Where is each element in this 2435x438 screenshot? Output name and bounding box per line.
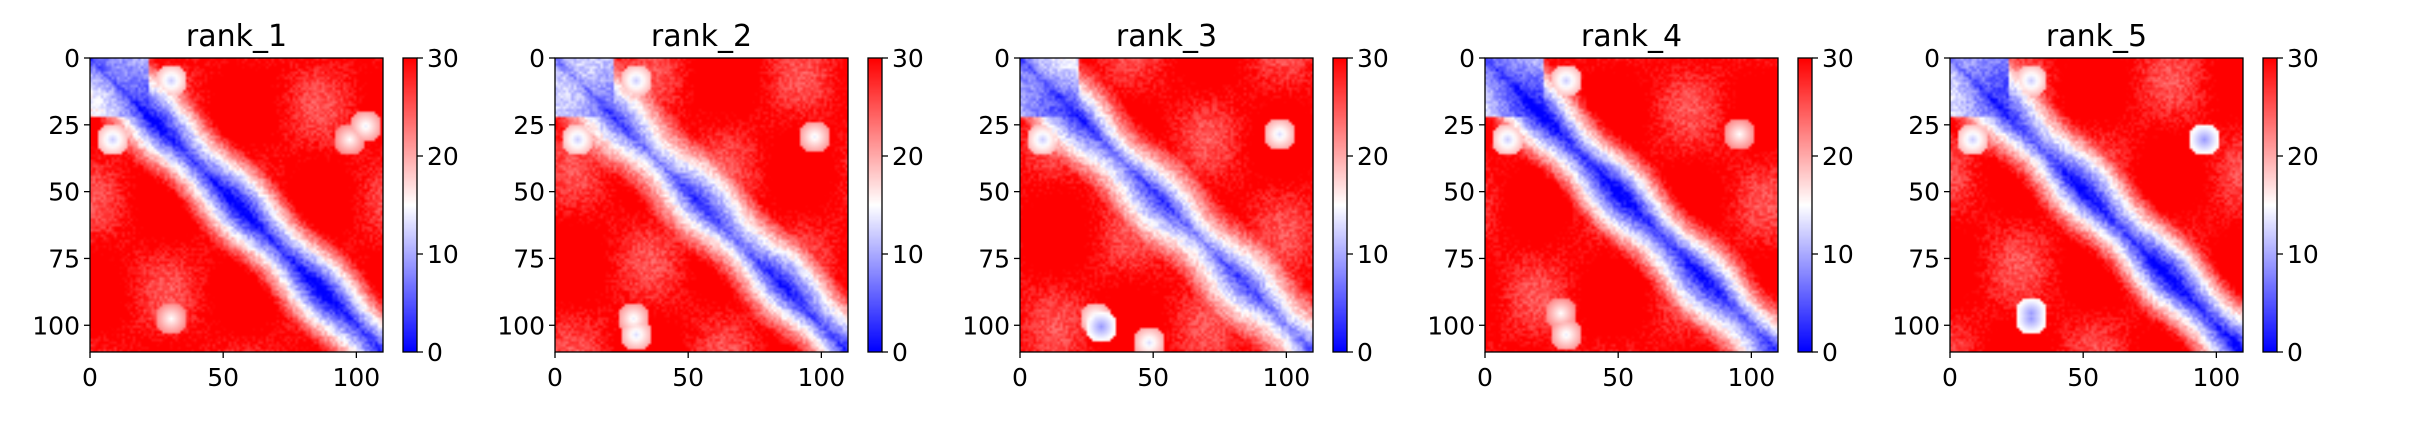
colorbar-gradient (1798, 58, 1812, 352)
colorbar-frame (402, 57, 418, 353)
y-tick-label: 75 (513, 244, 545, 273)
x-tick-label: 100 (1263, 363, 1311, 392)
colorbar-tick-label: 0 (427, 338, 443, 367)
colorbar-tick-label: 10 (1357, 240, 1389, 269)
x-tick-label: 0 (82, 363, 98, 392)
chart-title: rank_1 (186, 19, 287, 54)
colorbar-gradient (2263, 58, 2277, 352)
plot-frame (89, 57, 384, 353)
x-tick-label: 50 (672, 363, 704, 392)
plot-frame (1949, 57, 2244, 353)
x-tick-label: 50 (1602, 363, 1634, 392)
x-tick-label: 0 (1477, 363, 1493, 392)
y-tick-label: 100 (962, 311, 1010, 340)
y-tick-label: 50 (978, 178, 1010, 207)
plot-frame (1019, 57, 1314, 353)
plot-frame (1484, 57, 1779, 353)
colorbar-tick-label: 0 (1822, 338, 1838, 367)
colorbar-gradient (403, 58, 417, 352)
x-tick-label: 50 (2067, 363, 2099, 392)
y-tick-label: 75 (1908, 244, 1940, 273)
x-tick-label: 0 (547, 363, 563, 392)
chart-title: rank_4 (1581, 19, 1682, 54)
y-tick-label: 0 (529, 44, 545, 73)
colorbar-tick-label: 30 (2287, 44, 2319, 73)
y-tick-label: 0 (64, 44, 80, 73)
x-tick-label: 0 (1942, 363, 1958, 392)
colorbar-frame (2262, 57, 2278, 353)
colorbar-tick-label: 10 (892, 240, 924, 269)
y-tick-label: 50 (48, 178, 80, 207)
chart-title: rank_3 (1116, 19, 1217, 54)
y-tick-label: 0 (994, 44, 1010, 73)
y-tick-label: 100 (497, 311, 545, 340)
colorbar-tick-label: 20 (892, 142, 924, 171)
colorbar-tick-label: 20 (427, 142, 459, 171)
chart-title: rank_2 (651, 19, 752, 54)
colorbar-tick-label: 30 (427, 44, 459, 73)
y-tick-label: 25 (1443, 111, 1475, 140)
x-tick-label: 100 (333, 363, 381, 392)
y-tick-label: 75 (978, 244, 1010, 273)
y-tick-label: 25 (513, 111, 545, 140)
x-tick-label: 50 (207, 363, 239, 392)
colorbar-gradient (868, 58, 882, 352)
x-tick-label: 100 (1728, 363, 1776, 392)
colorbar-tick-label: 20 (2287, 142, 2319, 171)
chart-title: rank_5 (2046, 19, 2147, 54)
colorbar-tick-label: 20 (1357, 142, 1389, 171)
y-tick-label: 100 (1892, 311, 1940, 340)
y-tick-label: 100 (32, 311, 80, 340)
y-tick-label: 75 (1443, 244, 1475, 273)
heatmap-image (555, 58, 848, 352)
y-tick-label: 0 (1924, 44, 1940, 73)
y-tick-label: 0 (1459, 44, 1475, 73)
heatmap-image (1020, 58, 1313, 352)
colorbar-tick-label: 0 (2287, 338, 2303, 367)
colorbar-tick-label: 10 (427, 240, 459, 269)
colorbar-tick-label: 10 (1822, 240, 1854, 269)
x-tick-label: 100 (798, 363, 846, 392)
colorbar-frame (867, 57, 883, 353)
x-tick-label: 0 (1012, 363, 1028, 392)
colorbar-tick-label: 0 (892, 338, 908, 367)
y-tick-label: 25 (1908, 111, 1940, 140)
heatmap-image (1485, 58, 1778, 352)
y-tick-label: 100 (1427, 311, 1475, 340)
plot-frame (554, 57, 849, 353)
x-tick-label: 100 (2193, 363, 2241, 392)
colorbar-tick-label: 30 (892, 44, 924, 73)
colorbar-tick-label: 30 (1822, 44, 1854, 73)
colorbar-frame (1332, 57, 1348, 353)
colorbar-gradient (1333, 58, 1347, 352)
y-tick-label: 75 (48, 244, 80, 273)
y-tick-label: 50 (1908, 178, 1940, 207)
y-tick-label: 25 (48, 111, 80, 140)
colorbar-tick-label: 0 (1357, 338, 1373, 367)
heatmap-image (90, 58, 383, 352)
y-tick-label: 50 (1443, 178, 1475, 207)
y-tick-label: 50 (513, 178, 545, 207)
colorbar-tick-label: 30 (1357, 44, 1389, 73)
y-tick-label: 25 (978, 111, 1010, 140)
colorbar-tick-label: 20 (1822, 142, 1854, 171)
colorbar-frame (1797, 57, 1813, 353)
heatmap-image (1950, 58, 2243, 352)
colorbar-tick-label: 10 (2287, 240, 2319, 269)
x-tick-label: 50 (1137, 363, 1169, 392)
